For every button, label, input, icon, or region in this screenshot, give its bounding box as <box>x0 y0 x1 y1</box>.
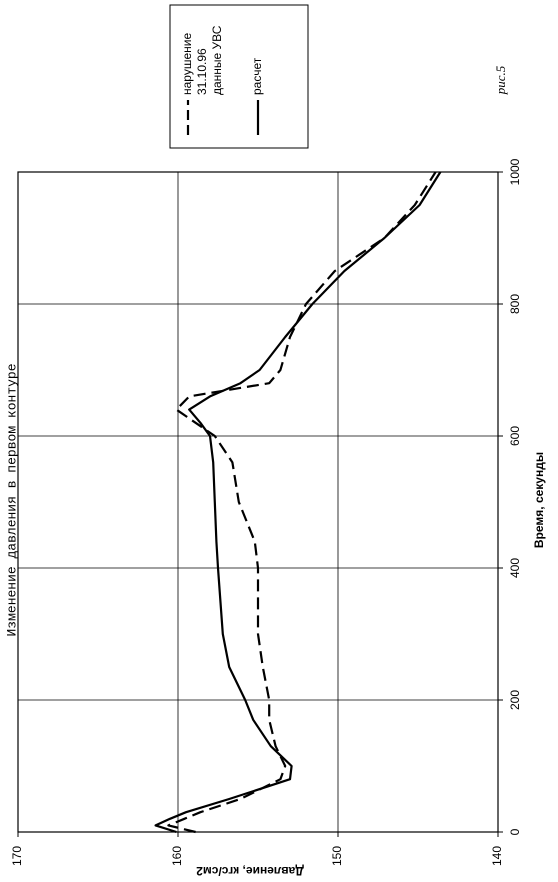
y-tick-label: 140 <box>490 846 504 866</box>
legend-label: нарушение31.10.96данные УВС <box>180 25 224 95</box>
legend-label: расчет <box>250 57 264 95</box>
y-tick-label: 150 <box>330 846 344 866</box>
figure-label: рис.5 <box>493 65 508 95</box>
x-tick-label: 200 <box>508 690 522 710</box>
x-tick-label: 0 <box>508 828 522 835</box>
y-axis-label: Давление, кгс/см2 <box>196 864 304 878</box>
x-tick-label: 400 <box>508 558 522 578</box>
x-tick-label: 1000 <box>508 158 522 185</box>
y-tick-label: 160 <box>170 846 184 866</box>
y-tick-label: 170 <box>10 846 24 866</box>
x-axis-label: Время, секунды <box>532 452 546 548</box>
plot-frame <box>17 171 499 833</box>
legend-box <box>169 4 309 149</box>
series-line <box>167 171 437 834</box>
series-line <box>154 171 442 834</box>
chart-title: Изменение давления в первом контуре <box>4 363 19 636</box>
x-tick-label: 600 <box>508 426 522 446</box>
x-tick-label: 800 <box>508 294 522 314</box>
